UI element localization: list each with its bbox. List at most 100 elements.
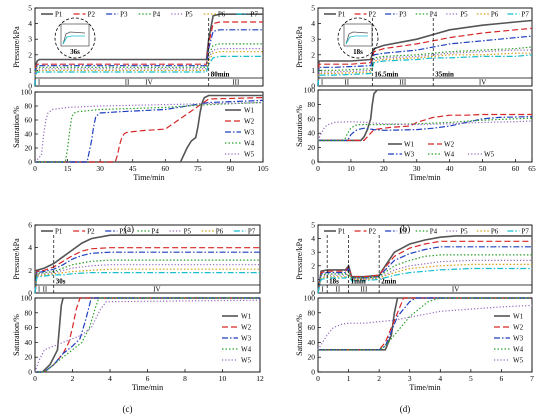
legend-label-p3: P3 — [120, 11, 128, 19]
legend-label-w4: W4 — [244, 140, 255, 148]
pressure-ytick-label: 5 — [311, 4, 315, 13]
pressure-series-p5 — [34, 47, 263, 87]
legend-label-p5: P5 — [460, 228, 468, 236]
saturation-series-w5 — [317, 120, 533, 141]
legend-label-p2: P2 — [369, 228, 377, 236]
saturation-xtick-label: 0 — [33, 164, 37, 173]
pressure-plot-frame — [34, 7, 264, 87]
stage-label: II — [344, 79, 349, 87]
pressure-ytick-label: 2 — [28, 266, 32, 275]
saturation-series-w1 — [318, 89, 532, 142]
legend-label-w1: W1 — [404, 141, 415, 149]
saturation-series-w1 — [35, 94, 263, 163]
legend-label-w4: W4 — [513, 346, 524, 354]
legend-label-w3: W3 — [244, 129, 255, 137]
saturation-xtick-label: 20 — [380, 164, 388, 173]
saturation-xtick-label: 60 — [162, 164, 170, 173]
saturation-xtick-label: 75 — [194, 164, 202, 173]
zoom-inset-curve — [62, 35, 85, 45]
saturation-xtick-label: 60 — [512, 164, 520, 173]
stage-label: I — [321, 286, 324, 294]
zoom-inset-label: 18s — [353, 48, 363, 56]
saturation-xtick-label: 12 — [256, 374, 264, 383]
stage-label: I — [38, 286, 41, 294]
saturation-xtick-label: 30 — [413, 164, 421, 173]
zoom-inset-circle — [54, 17, 96, 59]
legend-label-p5: P5 — [460, 11, 468, 19]
saturation-xlabel: Time/min — [133, 173, 164, 182]
legend-label-w5: W5 — [484, 151, 495, 159]
saturation-ytick-label: 40 — [308, 338, 316, 347]
saturation-xtick-label: 1 — [347, 374, 351, 383]
legend-label-p3: P3 — [399, 228, 407, 236]
saturation-plot-frame — [34, 91, 264, 163]
legend-label-p6: P6 — [218, 11, 226, 19]
pressure-ytick-label: 3 — [311, 35, 315, 44]
saturation-ylabel: Saturation/% — [295, 105, 304, 147]
zoom-inset-frame — [343, 23, 373, 47]
legend-label-w5: W5 — [513, 357, 524, 365]
pressure-ytick-label: 3 — [28, 35, 32, 44]
panel-caption: (d) — [400, 404, 411, 414]
saturation-series-w3 — [35, 99, 264, 163]
saturation-xtick-label: 50 — [479, 164, 487, 173]
zoom-inset-curve — [345, 35, 368, 45]
saturation-xtick-label: 6 — [500, 374, 504, 383]
pressure-series-p2 — [34, 247, 260, 294]
stage-time-annotation: 16.5min — [374, 71, 398, 79]
legend-label-w4: W4 — [444, 151, 455, 159]
pressure-series-p4 — [34, 43, 263, 87]
saturation-xtick-label: 6 — [146, 374, 150, 383]
pressure-series-p1 — [317, 19, 533, 87]
saturation-series-w1 — [35, 297, 260, 373]
pressure-ylabel: Pressure/kPa — [295, 26, 304, 68]
saturation-ytick-label: 20 — [308, 143, 316, 152]
legend-label-p7: P7 — [248, 228, 256, 236]
saturation-xtick-label: 105 — [257, 164, 269, 173]
stage-label: IV — [452, 286, 459, 294]
saturation-ytick-label: 20 — [25, 353, 33, 362]
saturation-xlabel: Time/min — [409, 383, 440, 392]
pressure-series-p5 — [317, 49, 532, 87]
stage-time-annotation: 1min — [351, 278, 366, 286]
saturation-series-w4 — [318, 297, 532, 351]
saturation-xtick-label: 65 — [528, 164, 536, 173]
saturation-ytick-label: 80 — [308, 308, 316, 317]
pressure-ytick-label: 0 — [28, 82, 32, 91]
legend-label-p7: P7 — [250, 11, 258, 19]
pressure-ytick-label: 2 — [311, 261, 315, 270]
stage-label: III — [232, 79, 240, 87]
saturation-ytick-label: 60 — [308, 114, 316, 123]
legend-label-p6: P6 — [491, 228, 499, 236]
legend-label-p2: P2 — [88, 11, 96, 19]
pressure-plot-frame — [317, 7, 533, 87]
pressure-series-p3 — [34, 251, 260, 294]
pressure-series-p7 — [317, 54, 533, 87]
saturation-ytick-label: 0 — [28, 158, 32, 167]
saturation-ytick-label: 60 — [25, 323, 33, 332]
saturation-ylabel: Saturation/% — [295, 314, 304, 356]
zoom-inset-circle — [337, 17, 379, 59]
legend-label-p2: P2 — [369, 11, 377, 19]
stage-label: IV — [479, 79, 486, 87]
saturation-series-w3 — [318, 116, 533, 141]
legend-label-p5: P5 — [185, 11, 193, 19]
pressure-series-p3 — [34, 29, 263, 87]
saturation-xtick-label: 10 — [219, 374, 227, 383]
legend-label-w2: W2 — [241, 324, 252, 332]
pressure-ytick-label: 1 — [311, 275, 315, 284]
pressure-ytick-label: 0 — [311, 289, 315, 298]
saturation-ytick-label: 40 — [25, 338, 33, 347]
saturation-series-w3 — [35, 297, 260, 373]
pressure-ylabel: Pressure/kPa — [12, 238, 21, 280]
legend-label-w1: W1 — [244, 107, 255, 115]
stage-label: II — [336, 286, 341, 294]
stage-label: IV — [153, 286, 160, 294]
saturation-xtick-label: 4 — [108, 374, 112, 383]
saturation-series-w4 — [35, 297, 260, 373]
pressure-ytick-label: 4 — [28, 19, 32, 28]
pressure-series-p7 — [34, 272, 260, 294]
saturation-xlabel: Time/min — [132, 383, 163, 392]
saturation-xtick-label: 90 — [227, 164, 235, 173]
